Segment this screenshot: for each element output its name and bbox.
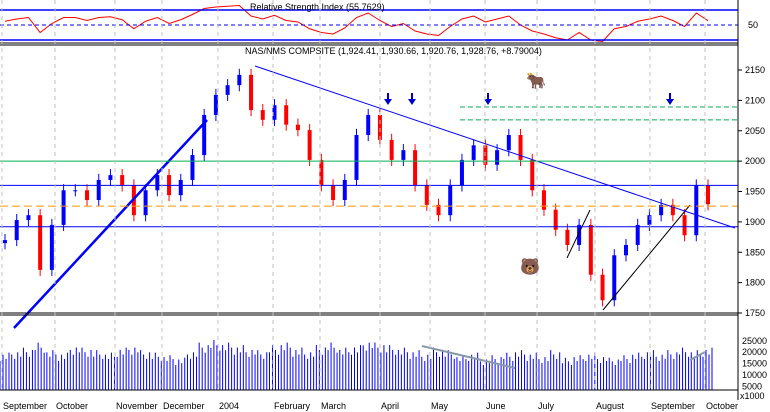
channel-line bbox=[602, 204, 691, 311]
price-title: NAS/NMS COMPSITE (1,924.41, 1,930.66, 1,… bbox=[245, 46, 542, 56]
x-tick-label: September bbox=[3, 401, 47, 411]
bear-icon: 🐻 bbox=[520, 257, 540, 276]
price-tick-label: 1850 bbox=[745, 247, 765, 257]
price-tick-label: 2050 bbox=[745, 126, 765, 136]
down-arrow-icon bbox=[666, 93, 674, 105]
downtrend-line bbox=[254, 65, 736, 229]
volume-tick-label: 10000 bbox=[742, 370, 767, 380]
x-tick-label: April bbox=[381, 401, 399, 411]
rsi-title: Relative Strength Index (55.7629) bbox=[250, 2, 385, 12]
bull-icon: 🐂 bbox=[526, 72, 546, 90]
down-arrow-icon bbox=[408, 93, 416, 105]
volume-tick-label: 20000 bbox=[742, 347, 767, 357]
x-tick-label: March bbox=[321, 401, 346, 411]
down-arrow-icon bbox=[484, 93, 492, 105]
price-tick-label: 1750 bbox=[745, 308, 765, 318]
volume-trend-line bbox=[421, 345, 516, 369]
x-tick-label: May bbox=[431, 401, 449, 411]
price-tick-label: 1900 bbox=[745, 217, 765, 227]
volume-unit-label: x1000 bbox=[740, 391, 765, 401]
channel-line bbox=[566, 209, 591, 259]
x-tick-label: November bbox=[116, 401, 158, 411]
x-tick-label: December bbox=[163, 401, 205, 411]
x-tick-label: July bbox=[538, 401, 555, 411]
price-tick-label: 2100 bbox=[745, 95, 765, 105]
volume-tick-label: 15000 bbox=[742, 359, 767, 369]
price-tick-label: 1950 bbox=[745, 187, 765, 197]
price-tick-label: 2150 bbox=[745, 65, 765, 75]
x-tick-label: June bbox=[486, 401, 506, 411]
volume-tick-label: 25000 bbox=[742, 336, 767, 346]
rsi-tick-label: 50 bbox=[748, 20, 758, 30]
uptrend-line bbox=[13, 119, 208, 329]
x-tick-label: February bbox=[274, 401, 311, 411]
x-tick-label: October bbox=[56, 401, 88, 411]
x-tick-label: 2004 bbox=[219, 401, 239, 411]
down-arrow-icon bbox=[384, 93, 392, 105]
price-tick-label: 1800 bbox=[745, 278, 765, 288]
volume-tick-label: 5000 bbox=[742, 382, 762, 392]
x-tick-label: October bbox=[706, 401, 738, 411]
x-tick-label: September bbox=[651, 401, 695, 411]
x-tick-label: August bbox=[596, 401, 625, 411]
volume-trend-line bbox=[689, 351, 706, 361]
price-tick-label: 2000 bbox=[745, 156, 765, 166]
